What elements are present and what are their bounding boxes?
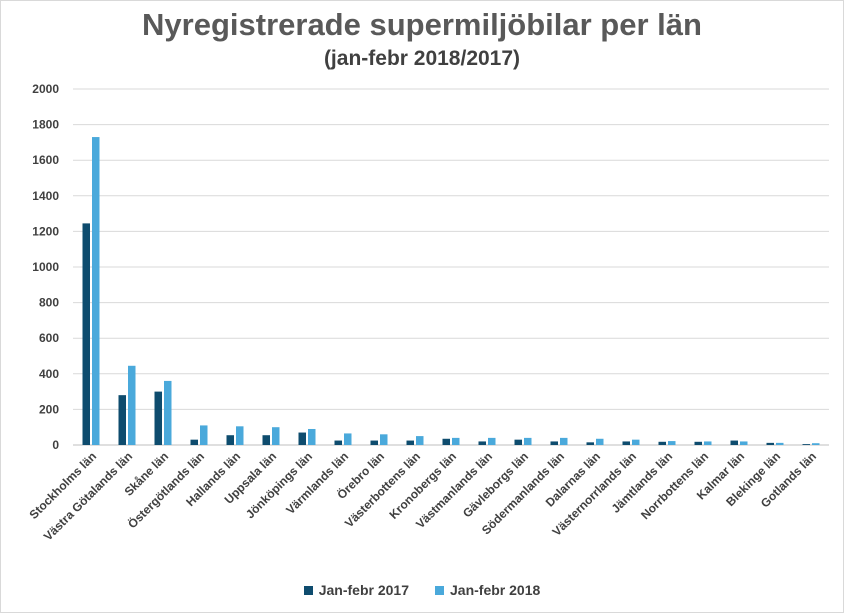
bar-2017	[406, 440, 414, 445]
bar-2017	[442, 438, 450, 445]
bar-2017	[802, 444, 810, 445]
legend-swatch-2018	[435, 585, 444, 595]
bar-2018	[380, 434, 388, 445]
bar-2018	[272, 427, 280, 445]
bar-2018	[704, 441, 712, 445]
x-tick-label: Värmlands län	[283, 449, 351, 517]
bar-2018	[596, 438, 604, 445]
bar-2018	[344, 433, 352, 445]
y-tick-label: 0	[52, 438, 59, 452]
y-tick-label: 1400	[32, 189, 59, 203]
bar-2017	[82, 223, 90, 445]
chart-subtitle: (jan-febr 2018/2017)	[323, 47, 521, 70]
bar-2018	[416, 436, 424, 445]
legend-swatch-2017	[303, 585, 313, 595]
bar-2017	[298, 432, 306, 445]
y-tick-label: 600	[39, 331, 59, 345]
bar-2018	[128, 365, 136, 445]
bar-2018	[812, 443, 820, 445]
y-tick-label: 1000	[32, 260, 59, 274]
bar-2018	[164, 380, 172, 445]
bar-2018	[560, 437, 568, 445]
bar-2017	[370, 440, 378, 445]
bar-2017	[622, 441, 630, 445]
y-tick-label: 2000	[32, 82, 59, 96]
bar-2018	[236, 426, 244, 445]
bar-2017	[658, 441, 666, 445]
bar-2017	[154, 391, 162, 445]
y-tick-label: 1200	[32, 224, 59, 238]
bar-2018	[92, 137, 100, 445]
bar-2018	[740, 441, 748, 445]
y-tick-label: 1800	[32, 118, 59, 132]
bar-2018	[776, 442, 784, 445]
bar-2017	[334, 440, 342, 445]
bar-2017	[730, 440, 738, 445]
bar-2017	[514, 439, 522, 445]
bar-2017	[766, 442, 774, 445]
bar-2017	[478, 441, 486, 445]
legend-label-2018: Jan-febr 2018	[450, 582, 541, 598]
y-tick-label: 400	[39, 367, 59, 381]
bar-2017	[190, 439, 198, 445]
bar-2018	[524, 437, 532, 445]
bar-2018	[668, 441, 676, 445]
bar-2018	[308, 428, 316, 445]
bar-2018	[452, 437, 460, 445]
bar-2018	[200, 425, 208, 445]
legend-item-2017: Jan-febr 2017	[303, 582, 409, 598]
bar-2017	[550, 441, 558, 445]
bar-2017	[586, 442, 594, 445]
y-tick-label: 800	[39, 296, 59, 310]
bar-2017	[118, 395, 126, 445]
chart-title: Nyregistrerade supermiljöbilar per län	[142, 7, 702, 42]
legend-label-2017: Jan-febr 2017	[318, 582, 409, 598]
bar-2017	[694, 441, 702, 445]
y-tick-label: 1600	[32, 153, 59, 167]
bar-2017	[226, 435, 234, 445]
chart-legend: Jan-febr 2017 Jan-febr 2018	[1, 582, 843, 598]
legend-item-2018: Jan-febr 2018	[435, 582, 540, 598]
y-tick-label: 200	[39, 402, 59, 416]
bar-2018	[488, 437, 496, 445]
bar-2018	[632, 439, 640, 445]
bar-2017	[262, 435, 270, 445]
